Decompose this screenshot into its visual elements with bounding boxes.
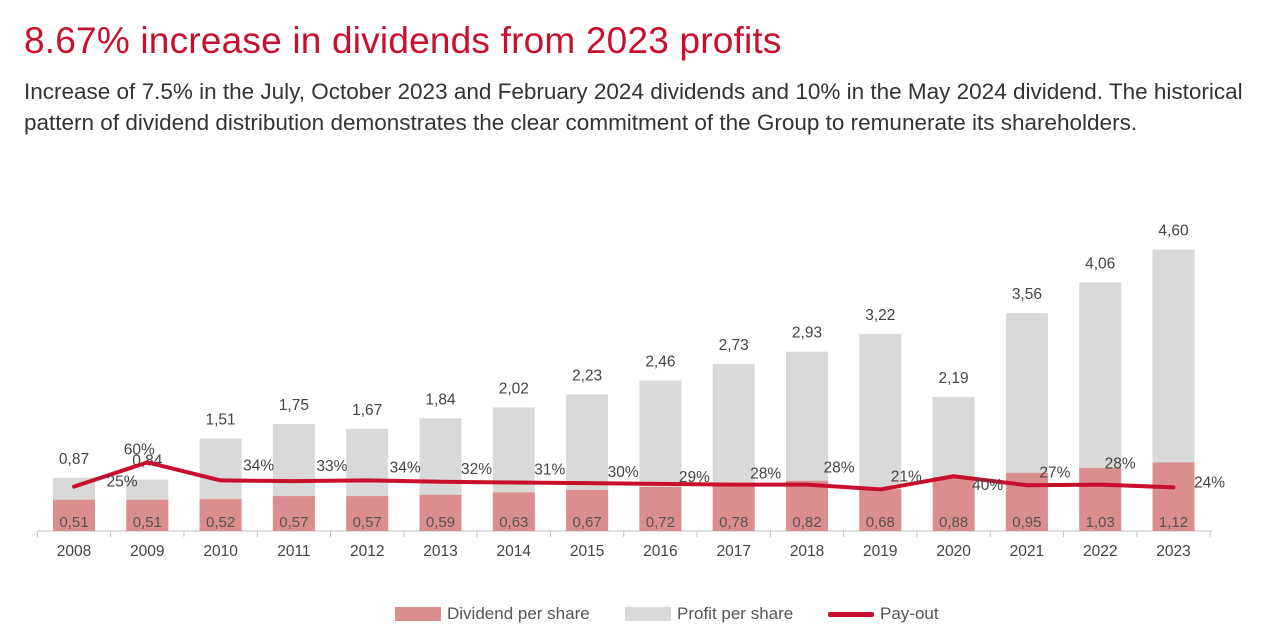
payout-data-label: 30% <box>608 464 639 481</box>
profit-data-label: 3,56 <box>1012 286 1042 303</box>
dividend-bar <box>712 483 755 531</box>
dividend-data-label: 0,95 <box>1012 514 1041 531</box>
payout-data-label: 21% <box>891 468 922 485</box>
dividend-bar <box>272 496 315 531</box>
dividend-bar <box>126 499 169 531</box>
dividend-data-label: 0,51 <box>133 514 162 531</box>
payout-data-label: 32% <box>461 461 492 478</box>
x-tick-label: 2008 <box>57 543 91 560</box>
profit-data-label: 4,60 <box>1158 222 1189 239</box>
legend-profit: Profit per share <box>625 604 793 624</box>
chart-legend: Dividend per share Profit per share Pay-… <box>0 604 1280 630</box>
dividend-bar <box>346 496 389 531</box>
dividend-bar <box>566 489 609 531</box>
legend-payout: Pay-out <box>828 604 939 624</box>
payout-data-label: 25% <box>106 474 137 491</box>
profit-data-label: 2,02 <box>499 380 529 397</box>
x-tick-label: 2020 <box>936 543 971 560</box>
legend-dividend: Dividend per share <box>395 604 590 624</box>
x-tick-label: 2021 <box>1010 543 1044 560</box>
x-tick-label: 2013 <box>423 543 457 560</box>
dividend-data-label: 0,51 <box>59 514 88 531</box>
dividend-data-label: 0,82 <box>792 514 821 531</box>
dividend-bar <box>786 480 828 531</box>
payout-data-label: 31% <box>534 461 565 478</box>
x-tick-label: 2023 <box>1156 543 1190 560</box>
profit-data-label: 1,51 <box>206 412 236 429</box>
profit-data-label: 0,87 <box>59 451 89 468</box>
dividend-data-label: 1,12 <box>1159 514 1188 531</box>
x-tick-label: 2017 <box>716 543 750 560</box>
dividend-bar <box>199 499 242 531</box>
dividend-data-label: 0,52 <box>206 514 235 531</box>
dividend-data-label: 0,59 <box>426 514 455 531</box>
dividend-bar <box>859 489 902 531</box>
dividend-data-label: 0,67 <box>572 514 601 531</box>
x-tick-label: 2011 <box>277 543 310 560</box>
payout-data-label: 28% <box>750 466 781 483</box>
x-tick-label: 2010 <box>203 543 238 560</box>
payout-data-label: 40% <box>972 477 1003 494</box>
x-tick-label: 2014 <box>497 543 532 560</box>
profit-data-label: 3,22 <box>865 307 895 324</box>
dividend-bar <box>639 486 682 531</box>
profit-data-label: 2,93 <box>792 325 822 342</box>
payout-data-label: 34% <box>243 457 274 474</box>
legend-label-profit: Profit per share <box>677 604 794 623</box>
dividend-data-label: 1,03 <box>1086 514 1115 531</box>
payout-data-label: 24% <box>1194 474 1225 491</box>
dividend-bar <box>1079 467 1122 531</box>
dividend-chart: 0,510,8720080,510,8420090,521,5120100,57… <box>36 222 1225 560</box>
profit-data-label: 2,46 <box>645 353 675 370</box>
dividend-data-label: 0,72 <box>646 514 675 531</box>
payout-data-label: 29% <box>679 469 710 486</box>
legend-swatch-profit <box>625 607 671 621</box>
dividend-bar <box>53 499 95 531</box>
x-tick-label: 2019 <box>863 543 897 560</box>
page-subtitle: Increase of 7.5% in the July, October 20… <box>24 79 1243 135</box>
payout-data-label: 33% <box>316 458 347 475</box>
x-tick-label: 2016 <box>643 543 677 560</box>
payout-data-label: 28% <box>823 460 854 477</box>
payout-data-label: 34% <box>390 459 421 476</box>
legend-swatch-dividend <box>395 607 441 621</box>
dividend-bar <box>1152 462 1195 531</box>
dividend-data-label: 0,68 <box>866 514 895 531</box>
x-tick-label: 2018 <box>790 543 824 560</box>
dividend-bar <box>492 492 535 531</box>
dividend-bar <box>932 477 975 531</box>
dividend-data-label: 0,78 <box>719 514 748 531</box>
profit-data-label: 2,19 <box>939 370 969 387</box>
page-title: 8.67% increase in dividends from 2023 pr… <box>24 20 782 61</box>
payout-data-label: 28% <box>1105 456 1136 473</box>
x-tick-label: 2022 <box>1083 543 1117 560</box>
dividend-data-label: 0,88 <box>939 514 968 531</box>
profit-data-label: 2,23 <box>572 368 602 385</box>
payout-data-label: 60% <box>124 441 155 458</box>
legend-label-dividend: Dividend per share <box>447 604 590 623</box>
payout-line <box>72 460 1176 492</box>
dividend-bar <box>419 494 462 531</box>
dividend-data-label: 0,57 <box>279 514 308 531</box>
profit-data-label: 1,84 <box>425 391 456 408</box>
legend-swatch-payout <box>828 611 874 617</box>
x-tick-label: 2009 <box>130 543 164 560</box>
x-tick-label: 2015 <box>570 543 604 560</box>
profit-data-label: 1,67 <box>352 402 382 419</box>
x-tick-label: 2012 <box>350 543 384 560</box>
dividend-data-label: 0,57 <box>353 514 382 531</box>
profit-data-label: 1,75 <box>279 397 309 414</box>
profit-data-label: 2,73 <box>719 337 749 354</box>
legend-label-payout: Pay-out <box>880 604 939 623</box>
payout-data-label: 27% <box>1039 464 1070 481</box>
profit-data-label: 4,06 <box>1085 256 1115 273</box>
dividend-data-label: 0,63 <box>499 514 528 531</box>
